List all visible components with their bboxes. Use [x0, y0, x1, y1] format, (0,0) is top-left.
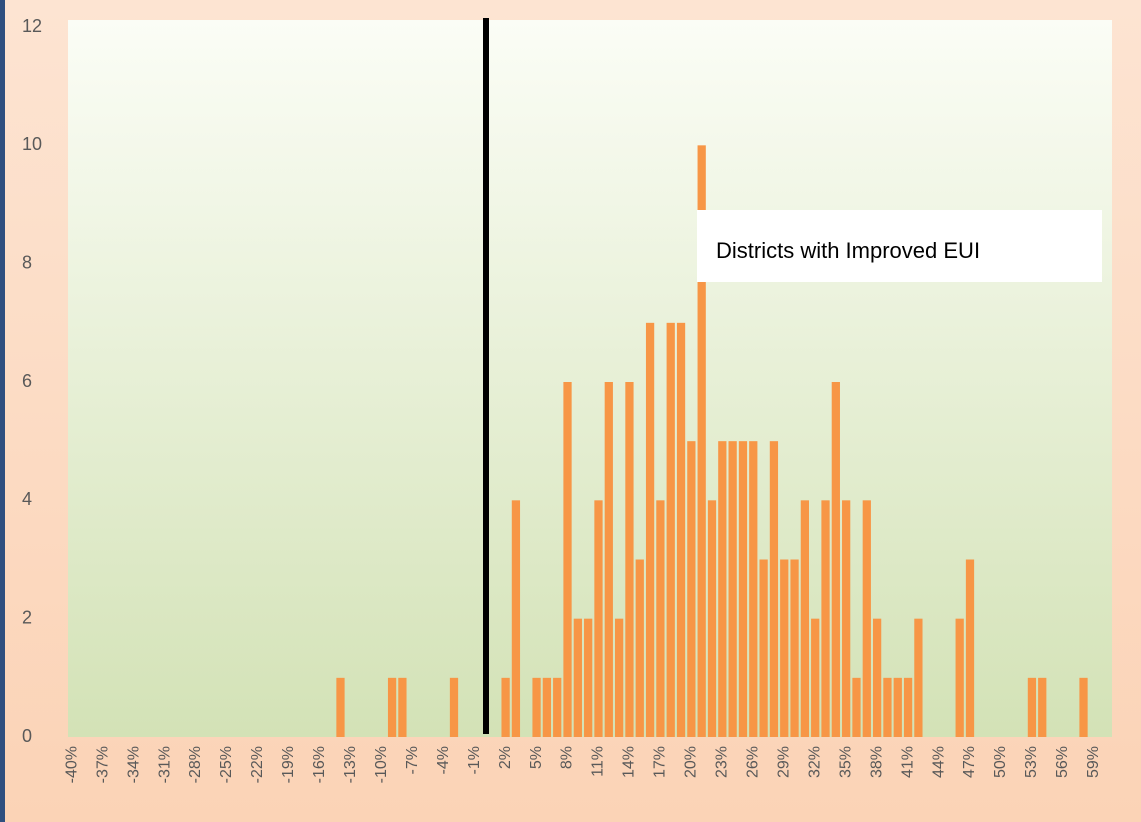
- x-tick-label: 26%: [744, 746, 761, 778]
- x-tick-label: 47%: [961, 746, 978, 778]
- y-tick-label: 6: [22, 371, 32, 391]
- bar: [656, 500, 665, 737]
- y-tick-label: 10: [22, 134, 42, 154]
- x-tick-label: 38%: [868, 746, 885, 778]
- bar: [780, 559, 789, 737]
- bar: [542, 677, 552, 737]
- x-tick-label: 2%: [497, 746, 514, 769]
- bar: [666, 322, 675, 737]
- bar: [635, 559, 644, 737]
- x-tick-label: 32%: [806, 746, 823, 778]
- x-tick-label: 23%: [714, 746, 731, 778]
- bar: [336, 677, 345, 737]
- bar: [965, 559, 975, 737]
- x-tick-label: -10%: [373, 746, 390, 783]
- x-tick-label: -1%: [466, 746, 483, 774]
- plot-area: [68, 20, 1112, 737]
- y-tick-label: 0: [22, 726, 32, 746]
- y-tick-label: 2: [22, 607, 32, 627]
- bar: [738, 441, 748, 737]
- x-tick-label: 17%: [652, 746, 669, 778]
- bar: [687, 441, 696, 737]
- x-tick-label: 8%: [559, 746, 576, 769]
- bar: [749, 441, 758, 737]
- bar: [769, 441, 779, 737]
- bar: [707, 500, 717, 737]
- x-tick-label: 5%: [528, 746, 545, 769]
- bar: [532, 677, 541, 737]
- bar: [614, 618, 624, 737]
- y-tick-label: 4: [22, 489, 32, 509]
- bar: [563, 382, 572, 737]
- reference-line: [483, 18, 489, 734]
- bar: [790, 559, 799, 737]
- bar: [1038, 677, 1047, 737]
- x-tick-label: -16%: [311, 746, 328, 783]
- x-tick-label: -31%: [156, 746, 173, 783]
- y-tick-label: 12: [22, 16, 42, 36]
- bar: [842, 500, 851, 737]
- bar: [903, 677, 913, 737]
- x-tick-label: -13%: [342, 746, 359, 783]
- bar: [697, 145, 706, 738]
- x-tick-label: 59%: [1085, 746, 1102, 778]
- bar: [914, 618, 923, 737]
- x-tick-label: -4%: [435, 746, 452, 774]
- bar: [718, 441, 727, 737]
- x-tick-label: 35%: [837, 746, 854, 778]
- x-tick-label: 50%: [992, 746, 1009, 778]
- x-tick-label: 29%: [775, 746, 792, 778]
- bar: [398, 677, 407, 737]
- x-tick-label: -34%: [125, 746, 142, 783]
- x-tick-label: -28%: [187, 746, 204, 783]
- bar: [831, 382, 840, 737]
- x-tick-label: 53%: [1023, 746, 1040, 778]
- annotation-box: [697, 210, 1102, 282]
- x-tick-label: -22%: [249, 746, 266, 783]
- bar: [821, 500, 830, 737]
- bar: [1079, 677, 1088, 737]
- bar: [728, 441, 737, 737]
- bar: [573, 618, 582, 737]
- bar: [800, 500, 810, 737]
- x-tick-label: 14%: [621, 746, 638, 778]
- bar: [584, 618, 593, 737]
- x-tick-label: 56%: [1054, 746, 1071, 778]
- bar: [872, 618, 882, 737]
- x-tick-label: 44%: [930, 746, 947, 778]
- x-tick-label: 41%: [899, 746, 916, 778]
- bar: [676, 322, 686, 737]
- bar: [893, 677, 902, 737]
- bar: [387, 677, 397, 737]
- x-tick-label: -40%: [63, 746, 80, 783]
- x-tick-label: -37%: [94, 746, 111, 783]
- x-tick-label: -19%: [280, 746, 297, 783]
- x-tick-label: -7%: [404, 746, 421, 774]
- x-tick-label: 11%: [590, 746, 607, 777]
- x-tick-label: -25%: [218, 746, 235, 783]
- bar: [511, 500, 521, 737]
- bar: [449, 677, 459, 737]
- bar: [501, 677, 510, 737]
- bar: [852, 677, 861, 737]
- bar: [883, 677, 892, 737]
- bar: [553, 677, 562, 737]
- annotation: Districts with Improved EUI: [716, 238, 980, 263]
- x-tick-label: 20%: [683, 746, 700, 778]
- bar: [811, 618, 820, 737]
- y-tick-label: 8: [22, 252, 32, 272]
- bar: [594, 500, 603, 737]
- bar: [955, 618, 964, 737]
- bar: [645, 322, 655, 737]
- bar: [604, 382, 613, 737]
- left-border: [0, 0, 5, 822]
- bar: [862, 500, 871, 737]
- bar: [1027, 677, 1037, 737]
- bar: [759, 559, 768, 737]
- bar: [625, 382, 634, 737]
